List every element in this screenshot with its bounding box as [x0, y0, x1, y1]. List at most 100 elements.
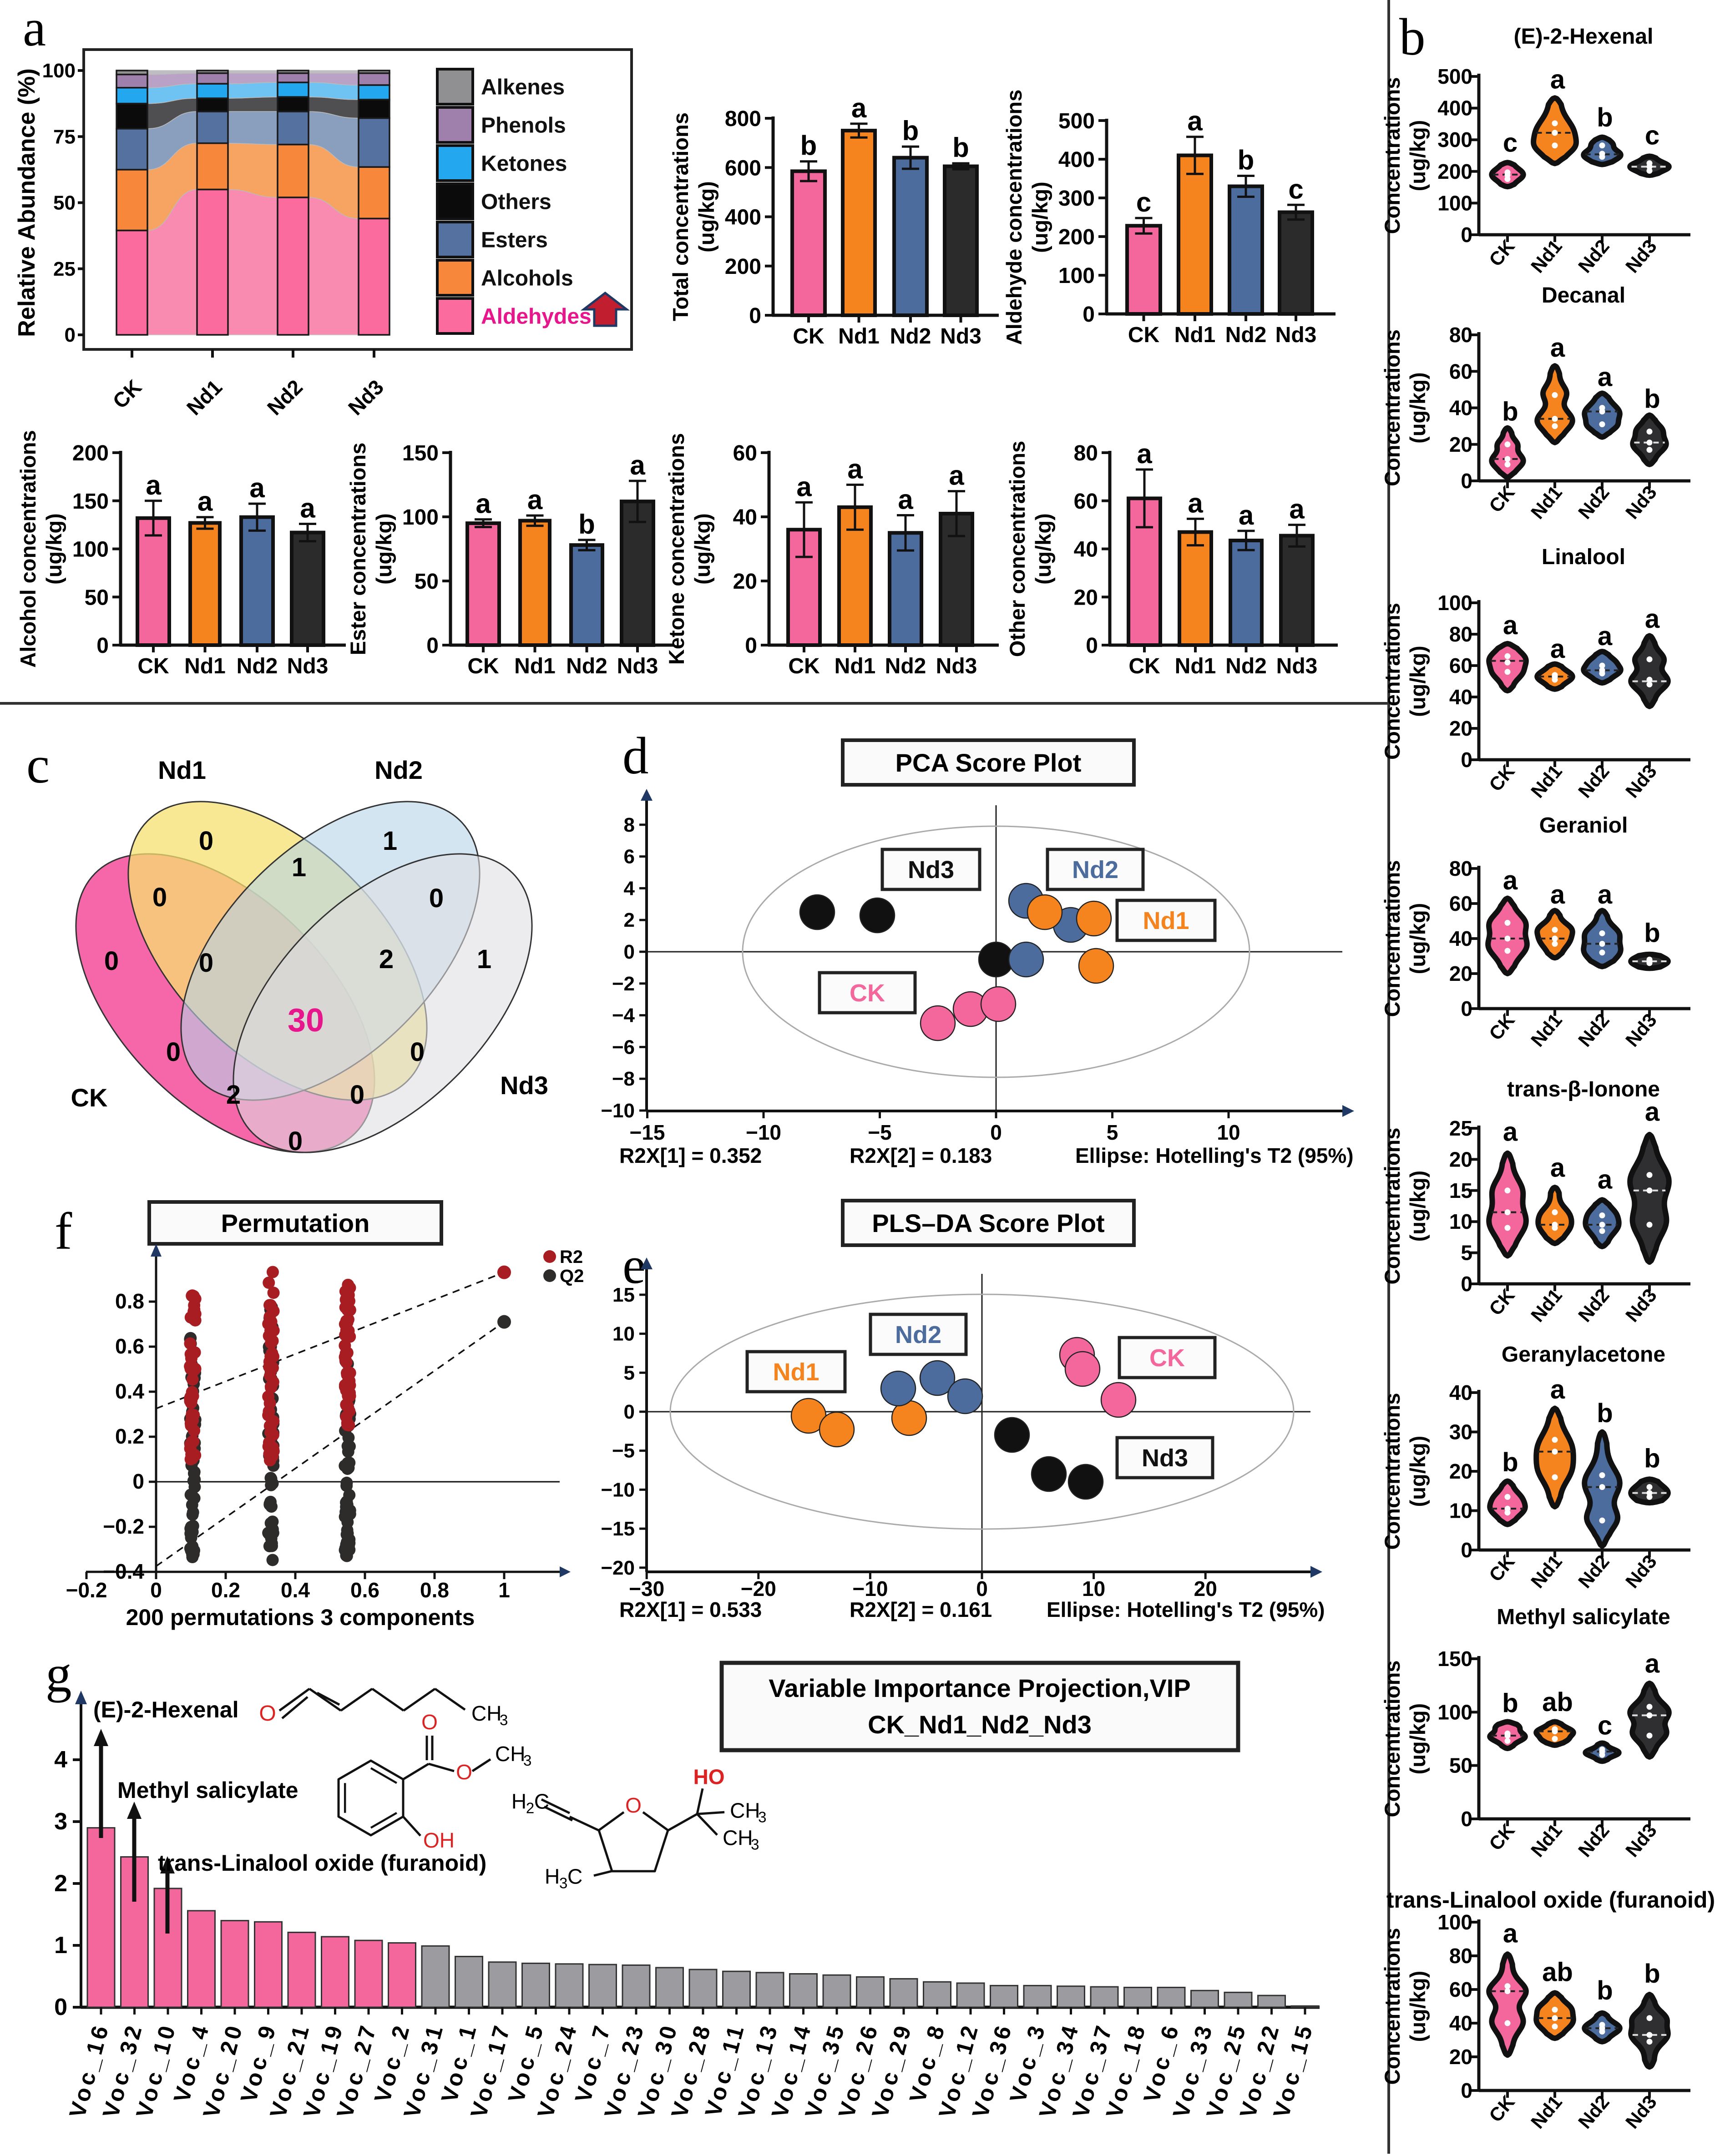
- svg-text:80: 80: [1074, 441, 1098, 465]
- svg-text:c: c: [26, 736, 50, 794]
- svg-text:1: 1: [477, 944, 491, 974]
- svg-text:0: 0: [288, 1126, 303, 1156]
- svg-text:Nd2: Nd2: [895, 1321, 941, 1348]
- svg-text:a: a: [1188, 488, 1203, 518]
- svg-text:Decanal: Decanal: [1542, 283, 1625, 308]
- svg-text:0: 0: [745, 634, 757, 658]
- svg-text:0: 0: [350, 1080, 364, 1110]
- svg-text:Nd1: Nd1: [1175, 654, 1216, 678]
- svg-text:−0.4: −0.4: [103, 1560, 144, 1583]
- svg-text:20: 20: [1449, 2045, 1472, 2069]
- svg-text:20: 20: [1449, 717, 1472, 740]
- svg-text:−6: −6: [612, 1036, 635, 1058]
- svg-text:Nd1: Nd1: [835, 654, 876, 678]
- svg-text:−20: −20: [741, 1577, 776, 1601]
- svg-text:(ug/kg): (ug/kg): [1028, 182, 1052, 253]
- svg-text:0: 0: [199, 948, 213, 978]
- svg-text:0: 0: [96, 634, 109, 658]
- svg-text:Nd1: Nd1: [514, 654, 556, 678]
- svg-text:c: c: [1645, 121, 1659, 151]
- svg-text:Ketones: Ketones: [481, 152, 567, 176]
- svg-text:−20: −20: [601, 1557, 635, 1579]
- svg-text:C: C: [534, 1789, 549, 1813]
- svg-text:b: b: [1644, 1444, 1660, 1473]
- svg-text:a: a: [23, 0, 46, 57]
- svg-text:100: 100: [1437, 1910, 1472, 1934]
- svg-text:0: 0: [749, 304, 761, 328]
- svg-text:Nd3: Nd3: [287, 654, 329, 678]
- svg-text:3: 3: [559, 1875, 567, 1892]
- svg-text:200: 200: [1437, 160, 1472, 183]
- svg-text:20: 20: [1449, 1459, 1472, 1483]
- svg-text:60: 60: [1449, 892, 1472, 915]
- svg-text:60: 60: [1074, 490, 1098, 514]
- svg-text:20: 20: [1074, 586, 1098, 610]
- svg-text:2: 2: [526, 1799, 534, 1816]
- svg-text:a: a: [1598, 362, 1613, 392]
- svg-text:100: 100: [42, 60, 76, 82]
- svg-text:0.2: 0.2: [115, 1424, 144, 1448]
- svg-text:1: 1: [498, 1578, 510, 1602]
- svg-text:(ug/kg): (ug/kg): [1406, 1971, 1430, 2042]
- svg-text:(ug/kg): (ug/kg): [690, 513, 714, 585]
- svg-text:PCA Score Plot: PCA Score Plot: [895, 748, 1082, 777]
- svg-text:500: 500: [1058, 109, 1095, 133]
- svg-text:c: c: [1136, 187, 1151, 217]
- svg-text:8: 8: [624, 814, 635, 836]
- svg-text:−15: −15: [601, 1518, 635, 1540]
- svg-text:a: a: [1503, 1919, 1518, 1948]
- svg-text:75: 75: [53, 126, 76, 148]
- svg-text:150: 150: [72, 490, 109, 514]
- svg-text:0: 0: [410, 1037, 425, 1067]
- svg-text:a: a: [1550, 333, 1565, 363]
- svg-text:b: b: [578, 509, 595, 540]
- svg-text:−5: −5: [612, 1440, 635, 1462]
- svg-text:b: b: [800, 131, 817, 161]
- svg-text:4: 4: [54, 1747, 67, 1773]
- svg-text:b: b: [1502, 1688, 1518, 1718]
- svg-text:Others: Others: [481, 190, 551, 214]
- svg-text:Concentrations: Concentrations: [1380, 1928, 1404, 2085]
- svg-text:a: a: [949, 460, 964, 491]
- svg-text:−0.2: −0.2: [66, 1578, 107, 1602]
- svg-text:80: 80: [1449, 622, 1472, 646]
- svg-text:0.4: 0.4: [281, 1578, 310, 1602]
- svg-text:b: b: [1502, 1448, 1518, 1477]
- svg-text:a: a: [1503, 866, 1518, 895]
- svg-text:a: a: [1645, 1649, 1660, 1679]
- svg-text:Concentrations: Concentrations: [1380, 329, 1404, 486]
- svg-text:(ug/kg): (ug/kg): [1406, 120, 1430, 192]
- svg-text:Concentrations: Concentrations: [1380, 860, 1404, 1017]
- svg-text:−15: −15: [629, 1121, 665, 1144]
- svg-text:a: a: [1598, 1165, 1613, 1195]
- svg-text:40: 40: [1074, 538, 1098, 562]
- svg-text:0: 0: [1461, 469, 1472, 493]
- svg-text:15: 15: [612, 1284, 635, 1306]
- svg-text:Relative Abundance (%): Relative Abundance (%): [14, 68, 40, 337]
- svg-text:100: 100: [1437, 1700, 1472, 1724]
- svg-text:b: b: [1399, 8, 1426, 66]
- svg-text:a: a: [847, 454, 863, 485]
- svg-text:a: a: [1598, 880, 1613, 909]
- svg-text:R2X[1] = 0.352: R2X[1] = 0.352: [619, 1144, 762, 1167]
- svg-text:b: b: [1597, 103, 1613, 132]
- svg-text:10: 10: [612, 1323, 635, 1345]
- svg-text:Concentrations: Concentrations: [1380, 1393, 1404, 1550]
- svg-text:CK: CK: [850, 980, 885, 1007]
- svg-text:CK: CK: [467, 654, 499, 678]
- svg-text:a: a: [630, 450, 645, 480]
- svg-text:Concentrations: Concentrations: [1380, 1128, 1404, 1285]
- svg-text:Q2: Q2: [560, 1266, 584, 1286]
- svg-text:0: 0: [54, 1994, 67, 2020]
- svg-text:−5: −5: [868, 1121, 891, 1144]
- svg-text:0.8: 0.8: [115, 1289, 144, 1313]
- svg-text:0: 0: [624, 941, 635, 963]
- svg-text:2: 2: [624, 909, 635, 931]
- svg-text:Total concentrations: Total concentrations: [668, 112, 693, 321]
- svg-text:5: 5: [1461, 1241, 1472, 1265]
- svg-text:trans-Linalool oxide (furanoid: trans-Linalool oxide (furanoid): [158, 1850, 486, 1876]
- svg-text:0: 0: [104, 946, 119, 976]
- svg-text:b: b: [902, 116, 919, 146]
- svg-text:Methyl salicylate: Methyl salicylate: [117, 1777, 298, 1803]
- svg-text:40: 40: [1449, 2011, 1472, 2035]
